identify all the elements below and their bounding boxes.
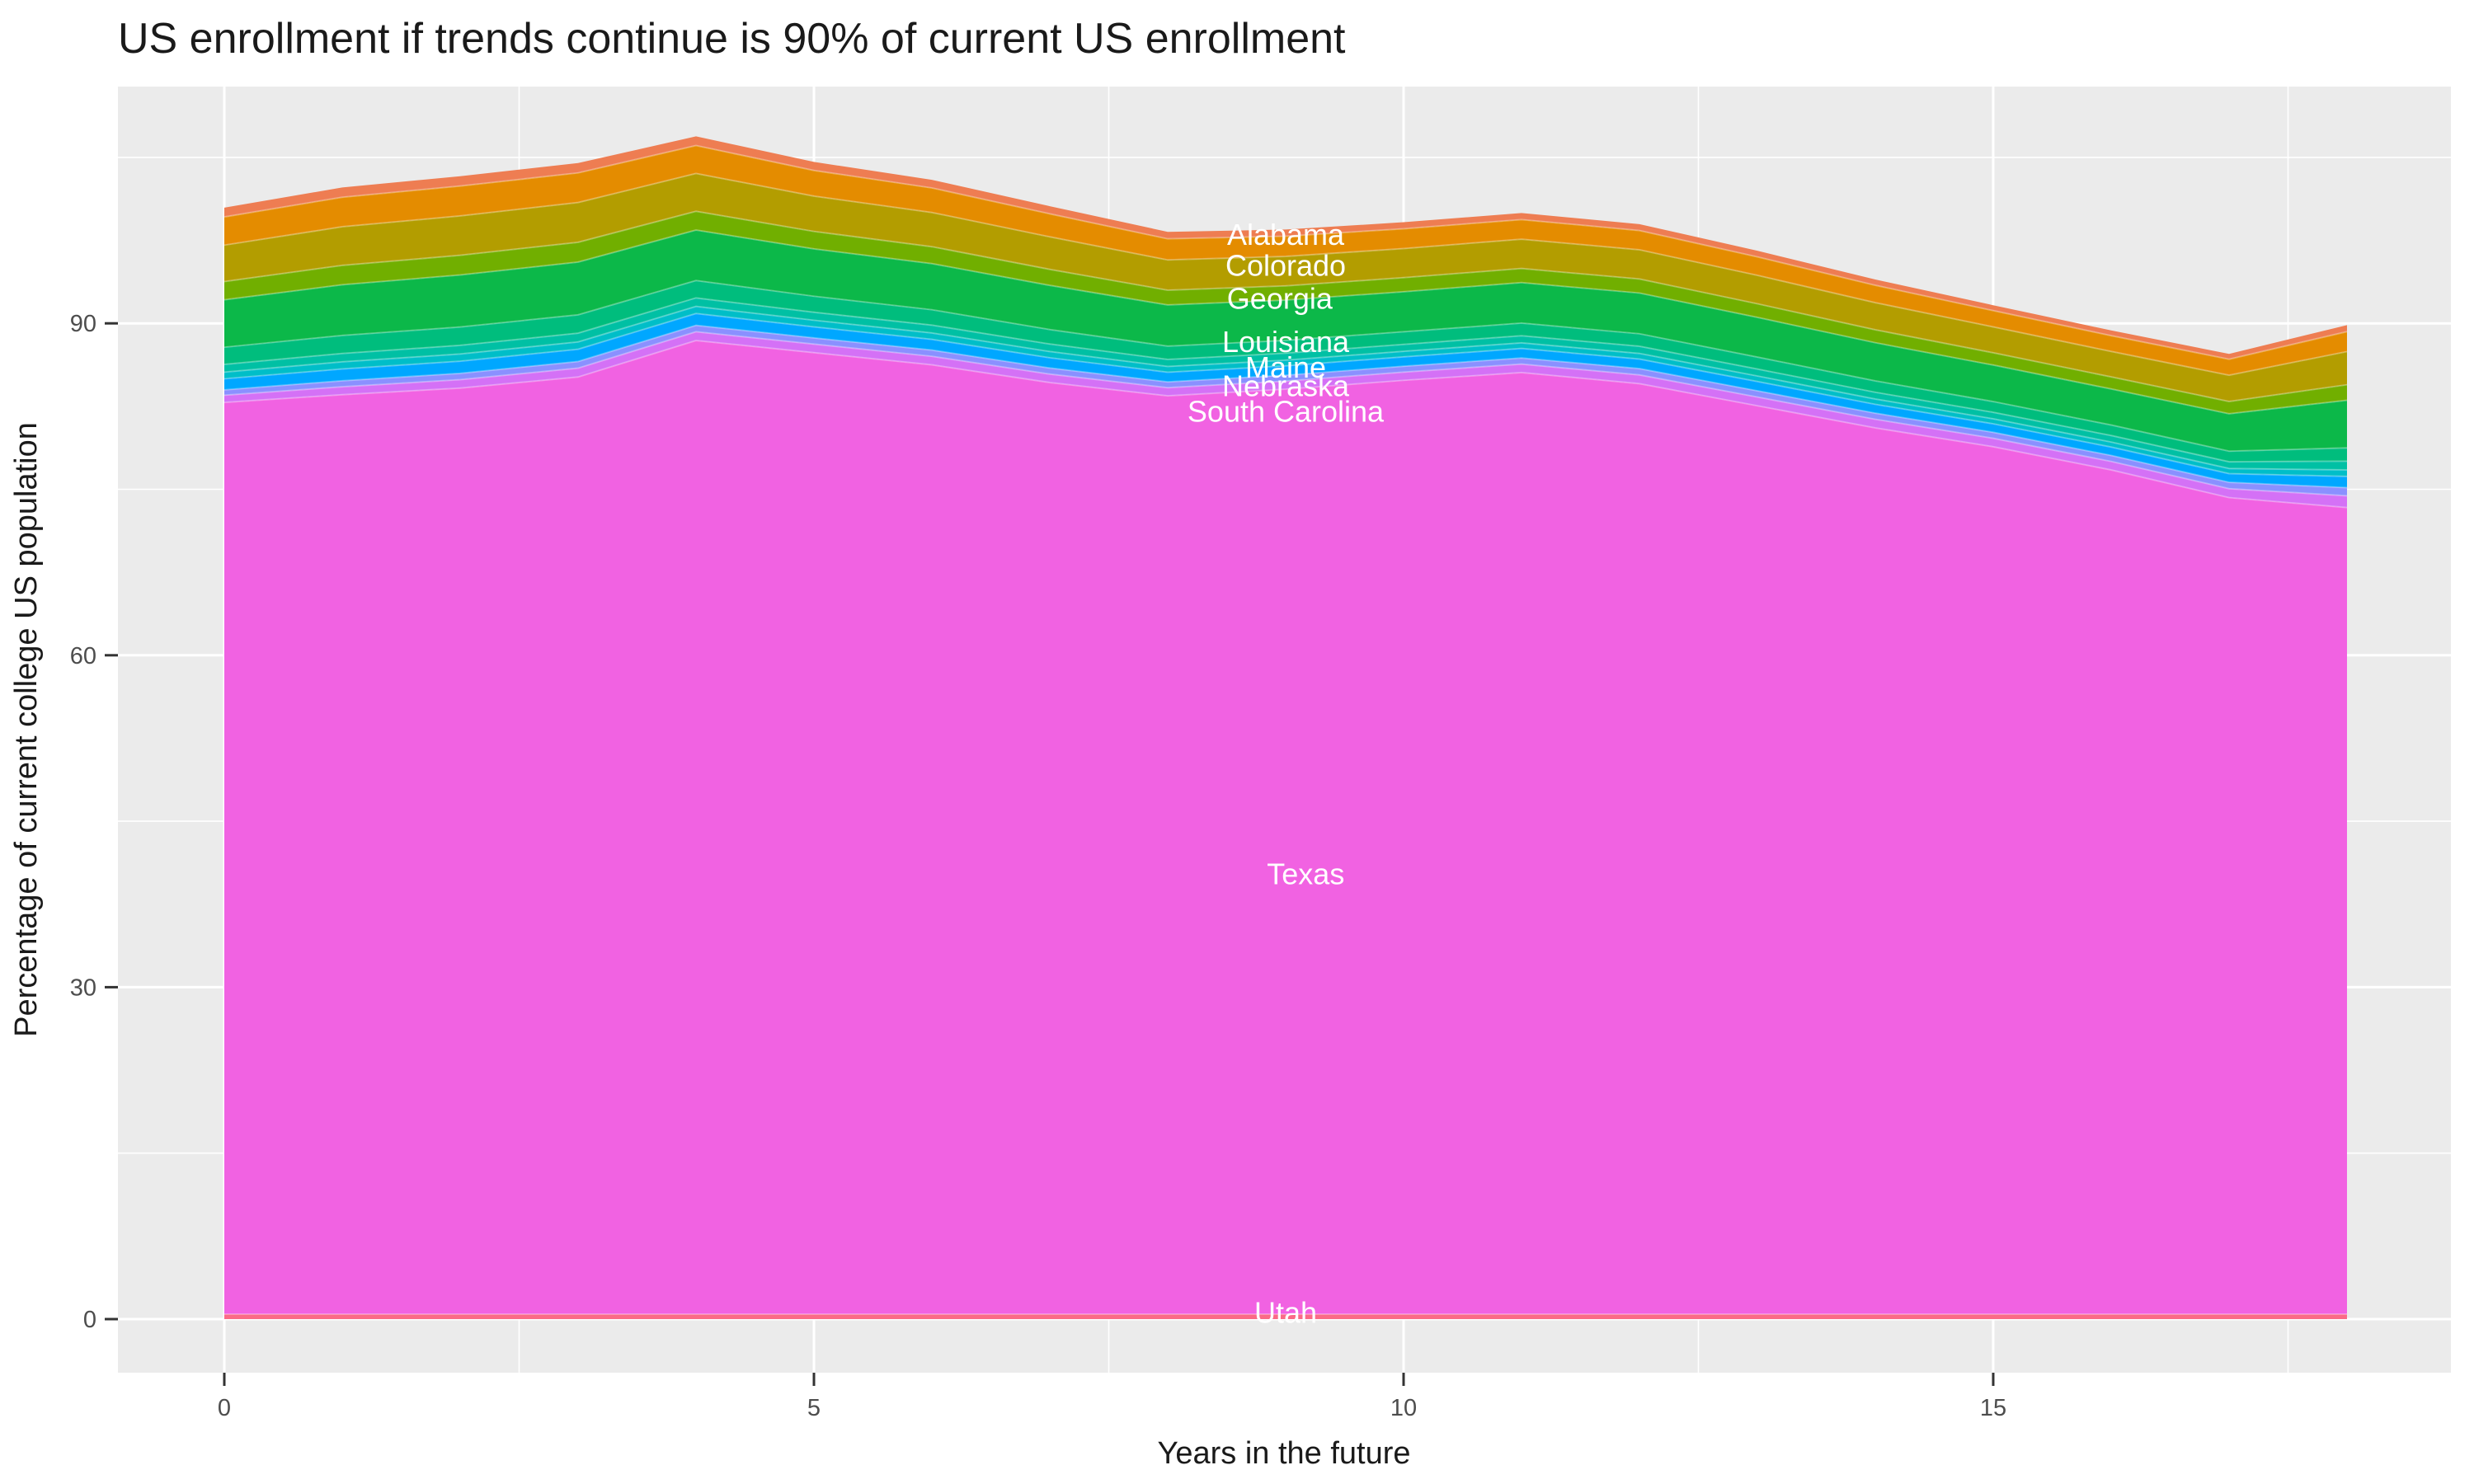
area-band-alabama [224, 145, 2347, 376]
y-tick-label: 90 [70, 311, 96, 337]
band-separator [223, 339, 2348, 509]
area-band-colorado [224, 173, 2347, 402]
area-series-group [224, 136, 2347, 1319]
x-tick-label: 15 [1980, 1395, 2006, 1421]
state-label-nebraska: Nebraska [1222, 369, 1350, 403]
band-separator [223, 331, 2348, 497]
band-separator [223, 312, 2348, 477]
band-separator [223, 144, 2348, 360]
y-tick-label: 0 [83, 1307, 96, 1333]
chart-title: US enrollment if trends continue is 90% … [118, 15, 1346, 63]
y-axis-title: Percentage of current college US populat… [9, 422, 44, 1037]
x-axis-ticks: 0 5 10 15 [218, 1373, 2006, 1421]
band-separator [223, 297, 2348, 463]
band-separator [223, 229, 2348, 415]
state-label-texas: Texas [1267, 857, 1344, 891]
state-label-maine: Maine [1245, 350, 1326, 384]
state-label-georgia: Georgia [1227, 282, 1333, 316]
band-separator [223, 172, 2348, 377]
state-label-colorado: Colorado [1225, 248, 1346, 282]
band-separator [223, 305, 2348, 472]
area-band-texas [224, 340, 2347, 1314]
x-axis-title: Years in the future [1157, 1436, 1410, 1471]
area-band-louisiana [224, 230, 2347, 452]
band-separator [223, 279, 2348, 453]
area-band-utah [224, 1313, 2347, 1319]
state-label-utah: Utah [1254, 1296, 1317, 1330]
x-tick-label: 5 [807, 1395, 821, 1421]
x-tick-label: 0 [218, 1395, 231, 1421]
area-band-unlabeled-4 [224, 136, 2347, 359]
x-tick-label: 10 [1390, 1395, 1417, 1421]
y-tick-label: 30 [70, 974, 96, 1001]
area-band-georgia [224, 211, 2347, 414]
y-axis-ticks: 0 30 60 90 [70, 311, 118, 1333]
band-separator [223, 210, 2348, 402]
band-separator [223, 324, 2348, 489]
state-label-alabama: Alabama [1227, 218, 1345, 251]
y-tick-label: 60 [70, 643, 96, 669]
state-label-south-carolina: South Carolina [1188, 395, 1385, 429]
state-label-louisiana: Louisiana [1222, 325, 1350, 359]
band-separator-lines [223, 144, 2348, 1315]
